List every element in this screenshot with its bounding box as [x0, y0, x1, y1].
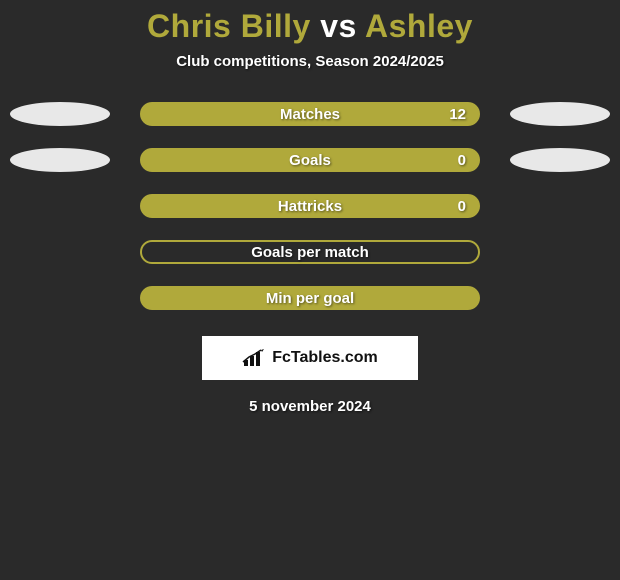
date-label: 5 november 2024 [249, 398, 371, 415]
stat-bar: Goals 0 [140, 148, 480, 172]
stat-row-hattricks: Hattricks 0 [0, 194, 620, 218]
player1-name: Chris Billy [147, 8, 311, 44]
stat-value-right: 12 [449, 106, 466, 123]
stat-label: Goals per match [251, 244, 369, 261]
brand-text: FcTables.com [272, 349, 378, 367]
stat-bar: Matches 12 [140, 102, 480, 126]
player1-ellipse [10, 102, 110, 126]
stat-value-right: 0 [458, 152, 466, 169]
page-title: Chris Billy vs Ashley [147, 8, 473, 45]
stat-bar: Hattricks 0 [140, 194, 480, 218]
stat-row-matches: Matches 12 [0, 102, 620, 126]
stats-rows: Matches 12 Goals 0 Hattricks 0 [0, 102, 620, 310]
brand-logo: FcTables.com [202, 336, 418, 380]
stat-value-right: 0 [458, 198, 466, 215]
stat-label: Matches [280, 106, 340, 123]
stat-label: Hattricks [278, 198, 342, 215]
subtitle: Club competitions, Season 2024/2025 [176, 53, 444, 70]
stat-row-goals-per-match: Goals per match [0, 240, 620, 264]
player2-ellipse [510, 148, 610, 172]
stat-bar: Goals per match [140, 240, 480, 264]
stat-bar: Min per goal [140, 286, 480, 310]
stat-row-goals: Goals 0 [0, 148, 620, 172]
comparison-infographic: Chris Billy vs Ashley Club competitions,… [0, 0, 620, 580]
stat-row-min-per-goal: Min per goal [0, 286, 620, 310]
vs-label: vs [320, 8, 357, 44]
player2-name: Ashley [365, 8, 473, 44]
stat-label: Goals [289, 152, 331, 169]
player2-ellipse [510, 102, 610, 126]
bar-chart-icon [242, 348, 268, 368]
stat-label: Min per goal [266, 290, 354, 307]
player1-ellipse [10, 148, 110, 172]
